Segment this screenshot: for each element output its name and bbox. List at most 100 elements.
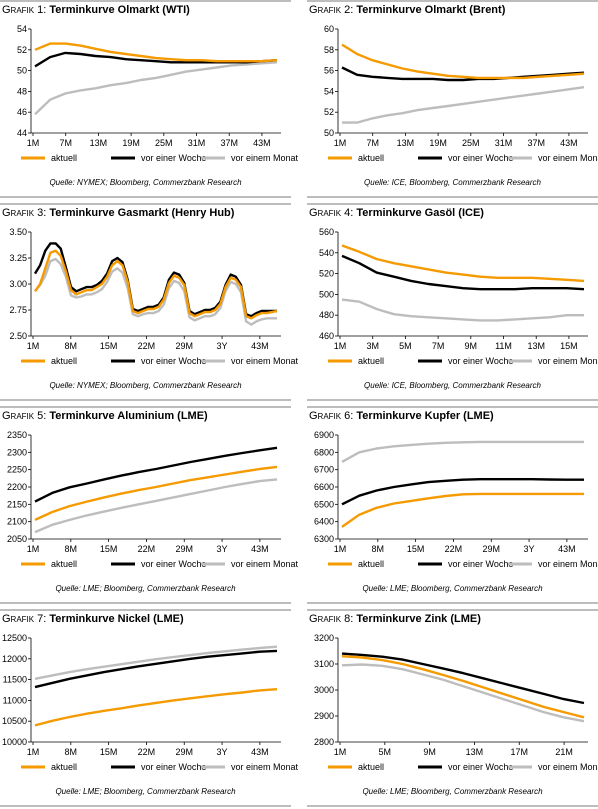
legend-label-monat: vor einem Monat — [538, 762, 598, 772]
series-line-woche — [34, 649, 278, 689]
legend-label-aktuell: aktuell — [358, 356, 384, 366]
legend-label-aktuell: aktuell — [51, 356, 77, 366]
x-tick-label: 7M — [59, 138, 72, 148]
chart-svg: 6300 6400 6500 6600 6700 6800 6900 1M 8M 15M 22M 29… — [314, 430, 598, 569]
grafik-label: Grafik — [2, 207, 38, 219]
y-tick-label: 540 — [319, 248, 334, 258]
x-tick-label: 3M — [366, 341, 379, 351]
legend-label-aktuell: aktuell — [51, 762, 77, 772]
x-tick-label: 1M — [334, 341, 347, 351]
x-tick-label: 25M — [462, 138, 480, 148]
grafik-label: Grafik — [309, 4, 345, 16]
legend-label-woche: vor einer Woche — [141, 153, 206, 163]
x-tick-label: 3Y — [217, 341, 228, 351]
top-rule — [307, 609, 598, 611]
y-tick-label: 3200 — [314, 633, 334, 643]
legend-label-aktuell: aktuell — [358, 559, 384, 569]
series-line-aktuell — [341, 43, 585, 80]
chart-panel-5: Grafik 5: Terminkurve Aluminium (LME) 205… — [0, 406, 299, 606]
x-tick-label: 29M — [175, 341, 193, 351]
x-tick-label: 13M — [466, 747, 484, 757]
y-tick-label: 6800 — [314, 447, 334, 457]
chart-source: Quelle: LME; Bloomberg, Commerzbank Rese… — [362, 787, 543, 796]
legend-label-woche: vor einer Woche — [141, 356, 206, 366]
chart-source: Quelle: LME; Bloomberg, Commerzbank Rese… — [362, 584, 543, 593]
x-tick-label: 22M — [138, 747, 156, 757]
chart-svg: 44 46 48 50 52 54 1M 7M 13M 19M 25M 31M 37M 43M aktuel… — [17, 24, 299, 163]
y-tick-label: 10500 — [2, 716, 27, 726]
chart-title: Grafik 1: Terminkurve Olmarkt (WTI) — [2, 4, 190, 16]
x-tick-label: 8M — [65, 341, 78, 351]
y-tick-label: 6600 — [314, 482, 334, 492]
x-tick-label: 9M — [423, 747, 436, 757]
chart-svg: 460 480 500 520 540 560 1M 3M 5M 7M 9M 11M 13M 15M akt… — [319, 227, 598, 366]
chart-panel-1: Grafik 1: Terminkurve Olmarkt (WTI) 44 46 4… — [0, 0, 299, 200]
series-line-monat — [341, 663, 585, 723]
y-tick-label: 2100 — [7, 517, 27, 527]
x-tick-label: 5M — [379, 747, 392, 757]
series-line-monat — [341, 298, 584, 322]
legend-label-monat: vor einem Monat — [538, 559, 598, 569]
x-tick-label: 43M — [558, 544, 576, 554]
chart-number: 1: — [37, 4, 50, 16]
x-tick-label: 43M — [251, 747, 269, 757]
grafik-label: Grafik — [309, 410, 345, 422]
y-tick-label: 2050 — [7, 534, 27, 544]
chart-number: 5: — [37, 410, 50, 422]
chart-panel-3: Grafik 3: Terminkurve Gasmarkt (Henry Hu… — [0, 203, 299, 403]
top-rule — [307, 203, 598, 205]
series-line-aktuell — [34, 465, 278, 521]
chart-svg: 2.50 2.75 3.00 3.25 3.50 1M 8M 15M 22M 29M 3Y 43M ak… — [9, 227, 298, 366]
x-tick-label: 13M — [527, 341, 545, 351]
x-tick-label: 15M — [100, 747, 118, 757]
grafik-label: Grafik — [2, 4, 38, 16]
x-tick-label: 7M — [432, 341, 445, 351]
series-line-aktuell — [34, 249, 278, 320]
legend-label-aktuell: aktuell — [51, 559, 77, 569]
legend-label-woche: vor einer Woche — [448, 559, 513, 569]
x-tick-label: 37M — [220, 138, 238, 148]
series-line-monat — [34, 645, 278, 680]
series-line-monat — [34, 257, 277, 326]
chart-svg: 10000 10500 11000 11500 12000 12500 1M 8M 15M 22M… — [2, 633, 299, 772]
x-tick-label: 19M — [122, 138, 140, 148]
x-tick-label: 29M — [175, 747, 193, 757]
legend-label-monat: vor einem Monat — [231, 762, 299, 772]
x-tick-label: 15M — [560, 341, 578, 351]
y-tick-label: 2300 — [7, 447, 27, 457]
legend-label-woche: vor einer Woche — [448, 153, 513, 163]
grafik-label: Grafik — [309, 207, 345, 219]
series-line-woche — [33, 242, 277, 318]
chart-title: Grafik 4: Terminkurve Gasöl (ICE) — [309, 207, 484, 219]
chart-svg: 50 52 54 56 58 60 1M 7M 13M 19M 25M 31M 37M 43M aktuel… — [324, 24, 598, 163]
y-tick-label: 3.00 — [9, 279, 27, 289]
x-tick-label: 31M — [188, 138, 206, 148]
series-line-aktuell — [341, 244, 585, 283]
chart-title: Grafik 6: Terminkurve Kupfer (LME) — [309, 410, 494, 422]
y-tick-label: 6700 — [314, 465, 334, 475]
series-line-woche — [341, 478, 584, 506]
x-tick-label: 29M — [175, 544, 193, 554]
series-line-monat — [34, 61, 278, 116]
y-tick-label: 2350 — [7, 430, 27, 440]
y-tick-label: 2800 — [314, 737, 334, 747]
chart-title-text: Terminkurve Kupfer (LME) — [356, 410, 494, 422]
chart-svg: 2050 2100 2150 2200 2250 2300 2350 1M 8M 15M 22M 29… — [7, 430, 299, 569]
legend-label-woche: vor einer Woche — [448, 762, 513, 772]
chart-panel-6: Grafik 6: Terminkurve Kupfer (LME) 6300 64… — [307, 406, 598, 606]
series-line-woche — [34, 446, 278, 503]
y-tick-label: 52 — [17, 45, 27, 55]
chart-source: Quelle: NYMEX; Bloomberg, Commerzbank Re… — [49, 178, 242, 187]
bottom-rule — [0, 196, 291, 198]
y-tick-label: 6900 — [314, 430, 334, 440]
series-line-aktuell — [341, 655, 585, 719]
y-tick-label: 3000 — [314, 685, 334, 695]
x-tick-label: 31M — [495, 138, 513, 148]
bottom-rule — [0, 805, 291, 807]
x-tick-label: 13M — [397, 138, 415, 148]
x-tick-label: 19M — [429, 138, 447, 148]
chart-number: 3: — [37, 207, 50, 219]
y-tick-label: 3.50 — [9, 227, 27, 237]
chart-number: 7: — [37, 613, 50, 625]
y-tick-label: 2250 — [7, 465, 27, 475]
